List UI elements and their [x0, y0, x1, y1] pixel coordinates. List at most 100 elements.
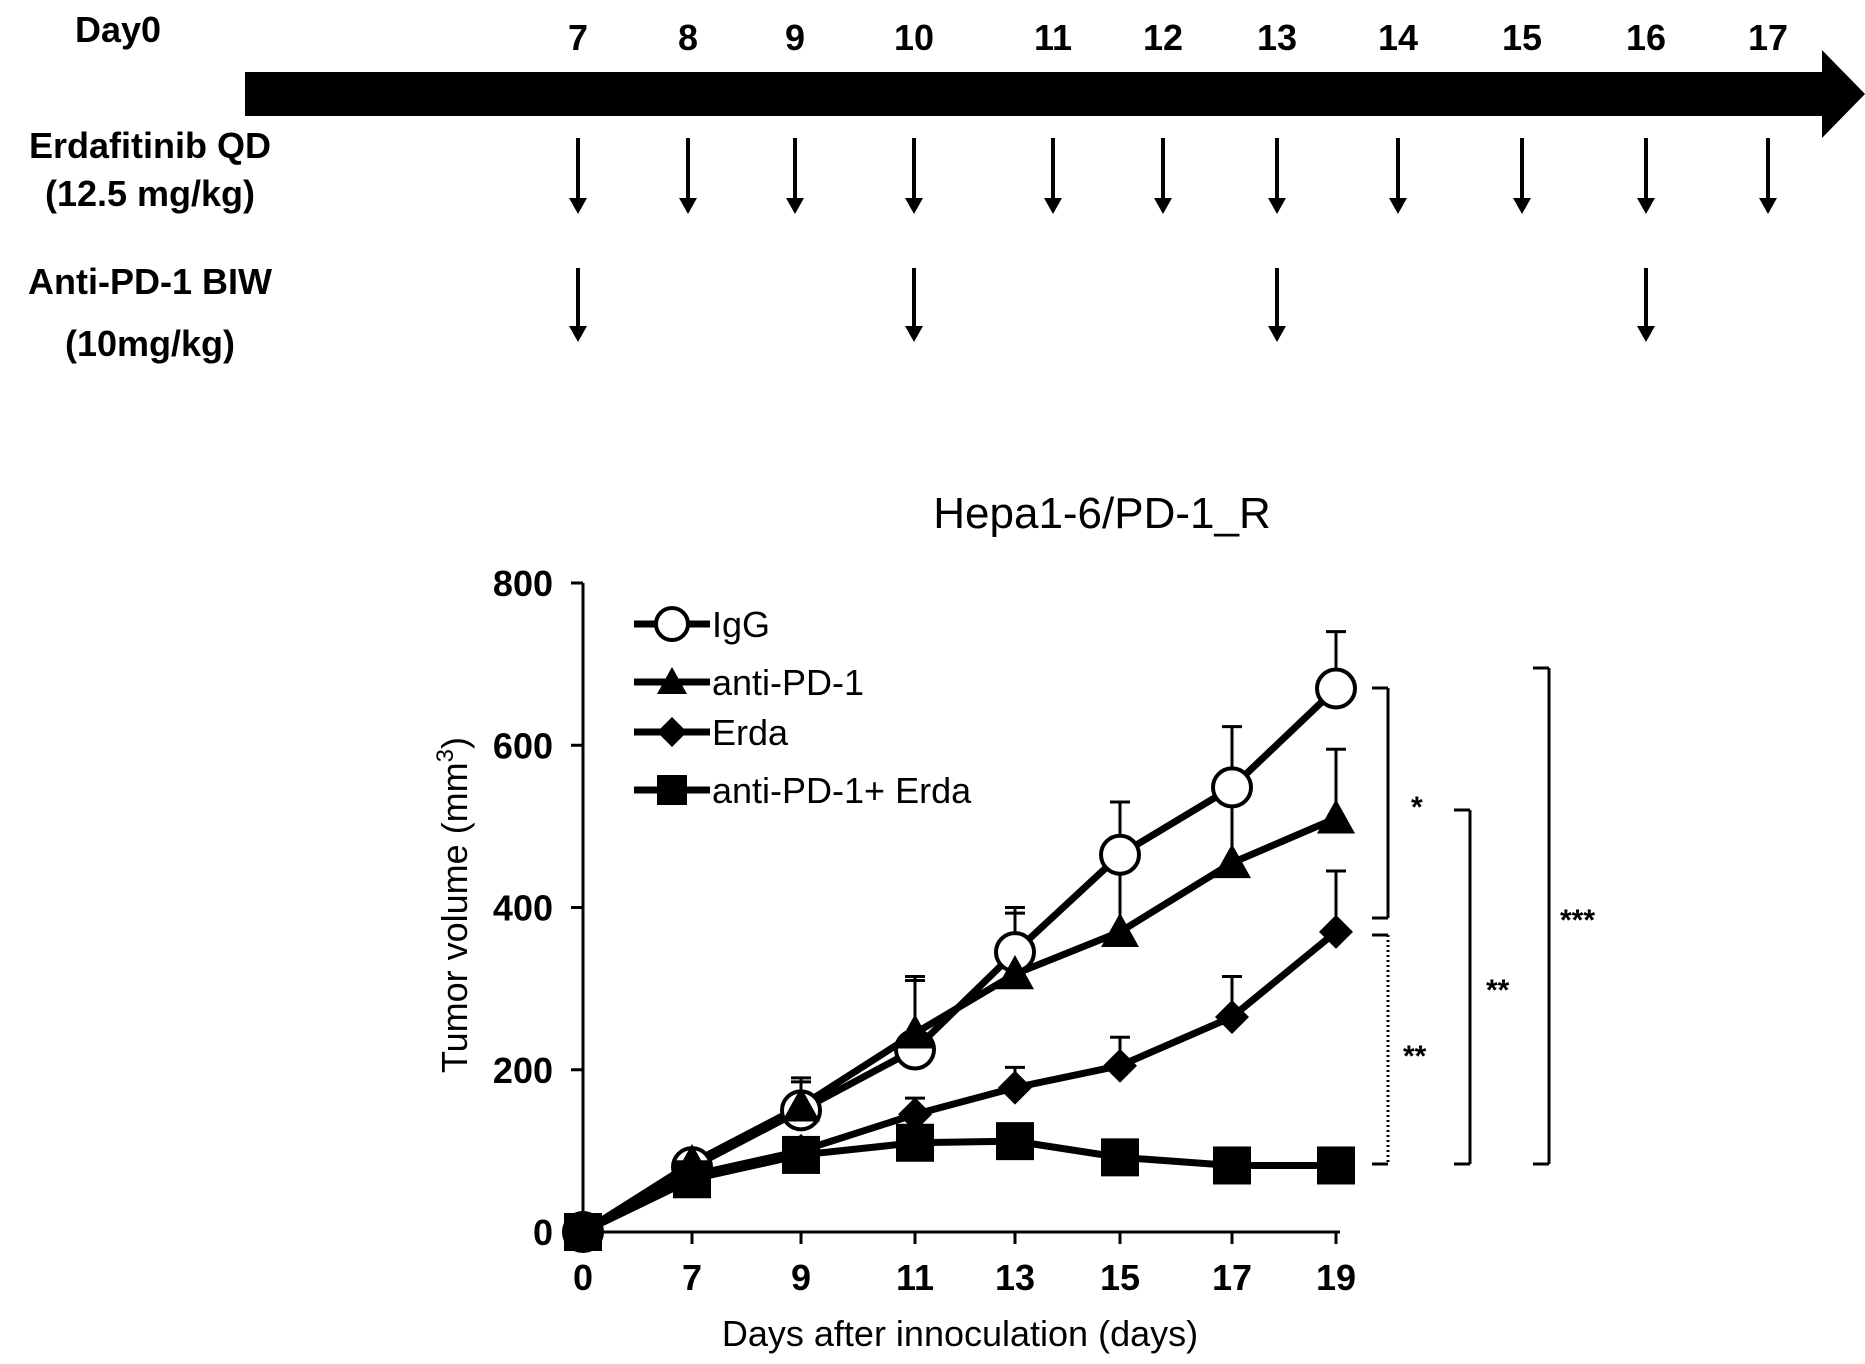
dose-arrow-head-day-13 — [1268, 198, 1286, 214]
day-label-17: 17 — [1748, 17, 1788, 58]
legend-swatch-marker — [654, 606, 690, 642]
series-3-point-17 — [1215, 1000, 1249, 1035]
legend-entry-1: IgG — [634, 604, 770, 645]
dose-arrow-head-day-10 — [905, 326, 923, 342]
significance-label: ** — [1403, 1040, 1427, 1073]
series-2-line — [581, 815, 1338, 1235]
legend-entry-2: anti-PD-1 — [634, 662, 864, 703]
y-tick-label-0: 0 — [533, 1212, 553, 1253]
legend-entry-3: Erda — [634, 712, 789, 753]
y-ticks: 0 200 400 600 800 — [493, 563, 583, 1253]
x-tick-label-17: 17 — [1212, 1257, 1252, 1298]
series-1-point-17 — [1211, 766, 1253, 809]
dose-arrow-head-day-11 — [1044, 198, 1062, 214]
x-tick-label-19: 19 — [1316, 1257, 1356, 1298]
x-tick-label-11: 11 — [896, 1257, 934, 1298]
x-ticks: 0 7 9 11 13 15 17 19 — [573, 1232, 1356, 1298]
schedule-row-2: Anti-PD-1 BIW (10mg/kg) — [28, 261, 1655, 364]
dose-arrow-head-day-9 — [786, 198, 804, 214]
series-4-point-11 — [896, 1123, 934, 1162]
day0-label: Day0 — [75, 9, 161, 50]
timeline-arrow-head — [1822, 50, 1865, 138]
series-1-point-15 — [1099, 833, 1141, 876]
schedule-row-1: Erdafitinib QD (12.5 mg/kg) — [29, 125, 1777, 214]
day-label-15: 15 — [1502, 17, 1542, 58]
series-4-point-19 — [1317, 1146, 1355, 1185]
y-tick-label-800: 800 — [493, 563, 553, 604]
series-2-point-11 — [896, 1014, 934, 1049]
y-tick-label-200: 200 — [493, 1050, 553, 1091]
dose-arrow-head-day-13 — [1268, 326, 1286, 342]
significance-label: * — [1411, 791, 1423, 824]
day-label-11: 11 — [1034, 17, 1072, 58]
dose-arrow-head-day-15 — [1513, 198, 1531, 214]
day-label-10: 10 — [894, 17, 934, 58]
significance-bracket-1: * — [1372, 686, 1423, 920]
series-2-point-15 — [1101, 912, 1139, 948]
series-4-point-13 — [996, 1122, 1034, 1161]
series-3-point-11 — [898, 1097, 932, 1132]
schedule-row-label-line2: (10mg/kg) — [65, 323, 235, 364]
dose-arrow-head-day-12 — [1154, 198, 1172, 214]
series-2-point-9 — [782, 1087, 820, 1122]
series-3-point-15 — [1103, 1048, 1137, 1083]
series-2-point-17 — [1213, 843, 1251, 879]
significance-bracket-2: ** — [1372, 933, 1427, 1166]
dose-arrow-head-day-8 — [679, 198, 697, 214]
dose-arrow-head-day-16 — [1637, 326, 1655, 342]
legend-label: anti-PD-1+ Erda — [712, 770, 972, 811]
day-label-8: 8 — [678, 17, 698, 58]
y-tick-label-600: 600 — [493, 725, 553, 766]
legend-label: IgG — [712, 604, 770, 645]
series-1-point-19 — [1315, 667, 1357, 710]
y-axis-label-tail: ) — [434, 737, 475, 749]
day-labels: 7 8 9 10 11 12 13 14 15 16 17 — [568, 17, 1788, 58]
series-3-point-19 — [1319, 914, 1353, 949]
legend-label: anti-PD-1 — [712, 662, 864, 703]
series-2-point-13 — [996, 955, 1034, 990]
x-tick-label-13: 13 — [995, 1257, 1035, 1298]
series-4-point-0 — [564, 1213, 602, 1251]
dose-arrow-head-day-10 — [905, 198, 923, 214]
dose-arrow-head-day-7 — [569, 326, 587, 342]
day-label-12: 12 — [1143, 17, 1183, 58]
series-4-point-15 — [1101, 1138, 1139, 1177]
schedule-row-label-line1: Anti-PD-1 BIW — [28, 261, 272, 302]
schedule-row-label-line2: (12.5 mg/kg) — [45, 173, 255, 214]
legend-swatch-marker — [657, 717, 687, 747]
series-3-point-13 — [998, 1070, 1032, 1105]
significance-label: ** — [1486, 974, 1510, 1007]
y-axis-label-main: Tumor volume (mm — [434, 762, 475, 1073]
day-label-13: 13 — [1257, 17, 1297, 58]
series-4-point-7 — [673, 1160, 711, 1199]
series-4-point-9 — [782, 1135, 820, 1174]
legend-swatch-marker — [657, 667, 687, 694]
series-4-point-17 — [1213, 1146, 1251, 1185]
legend-entry-4: anti-PD-1+ Erda — [634, 770, 972, 811]
dosing-schedule: Day0 7 8 9 10 11 12 13 14 15 16 17 Erdafitinib QD (… — [28, 9, 1865, 364]
legend: IgG anti-PD-1 Erda anti-PD-1+ Erda — [634, 604, 972, 811]
chart-title: Hepa1-6/PD-1_R — [933, 489, 1271, 538]
significance-brackets: ******** — [1372, 666, 1595, 1166]
x-tick-label-9: 9 — [791, 1257, 811, 1298]
schedule-rows: Erdafitinib QD (12.5 mg/kg) Anti-PD-1 BIW (… — [28, 125, 1777, 364]
x-tick-label-0: 0 — [573, 1257, 593, 1298]
legend-label: Erda — [712, 712, 789, 753]
day-label-14: 14 — [1378, 17, 1418, 58]
day-label-16: 16 — [1626, 17, 1666, 58]
tumor-volume-chart: Hepa1-6/PD-1_R 0 200 400 600 800 0 7 9 11 13 15 17… — [432, 489, 1595, 1354]
dose-arrow-head-day-7 — [569, 198, 587, 214]
y-axis-label-superscript: 3 — [432, 749, 459, 762]
x-tick-label-15: 15 — [1100, 1257, 1140, 1298]
significance-bracket-3: ** — [1454, 808, 1510, 1166]
dose-arrow-head-day-16 — [1637, 198, 1655, 214]
timeline-arrow-shaft — [245, 72, 1830, 116]
day-label-7: 7 — [568, 17, 588, 58]
y-axis-label: Tumor volume (mm3) — [432, 737, 475, 1073]
x-axis-label: Days after innoculation (days) — [722, 1313, 1198, 1354]
legend-swatch-marker — [657, 775, 687, 805]
series-markers — [562, 667, 1357, 1253]
significance-label: *** — [1560, 904, 1595, 937]
dose-arrow-head-day-14 — [1389, 198, 1407, 214]
